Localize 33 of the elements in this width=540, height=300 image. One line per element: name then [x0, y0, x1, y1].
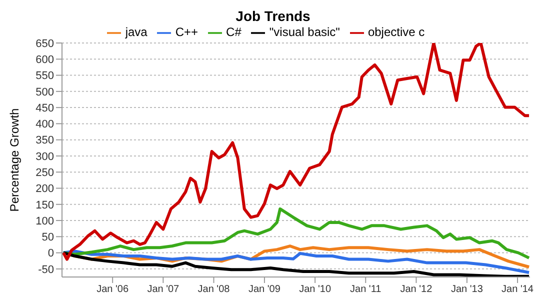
- legend-label: "visual basic": [269, 25, 340, 39]
- y-tick-label: 500: [36, 86, 54, 98]
- y-tick-label: -50: [38, 264, 54, 276]
- y-tick-label: 650: [36, 38, 54, 50]
- legend-label: C#: [226, 25, 242, 39]
- x-tick-label: Jan '09: [248, 284, 281, 296]
- y-tick-label: 50: [42, 232, 54, 244]
- x-tick-label: Jan '12: [400, 284, 433, 296]
- x-tick-label: Jan '13: [450, 284, 484, 296]
- chart-title: Job Trends: [234, 8, 312, 25]
- y-tick-label: 100: [36, 215, 54, 228]
- y-tick-label: 450: [36, 102, 54, 114]
- y-tick-label: 250: [36, 167, 54, 180]
- legend-label: objective c: [368, 25, 425, 39]
- y-tick-label: 200: [36, 183, 54, 196]
- y-axis-title: Percentage Growth: [7, 108, 22, 212]
- x-tick-label: Jan '14: [502, 284, 534, 296]
- y-tick-label: 550: [36, 70, 54, 82]
- y-tick-label: 350: [36, 134, 54, 147]
- x-tick-label: Jan '11: [350, 284, 382, 296]
- x-tick-label: Jan '10: [299, 284, 332, 296]
- y-tick-label: 400: [36, 118, 54, 131]
- y-tick-label: 0: [48, 248, 54, 260]
- line-series: [62, 207, 530, 260]
- legend-label: C++: [175, 25, 198, 39]
- x-tick-label: Jan '08: [198, 284, 230, 296]
- y-tick-label: 150: [36, 199, 54, 212]
- x-tick-label: Jan '06: [96, 284, 129, 296]
- line-series: [62, 43, 530, 261]
- x-tick-label: Jan '07: [147, 284, 180, 296]
- y-tick-label: 300: [36, 150, 54, 163]
- legend-label: java: [125, 25, 148, 39]
- y-tick-label: 600: [36, 54, 54, 66]
